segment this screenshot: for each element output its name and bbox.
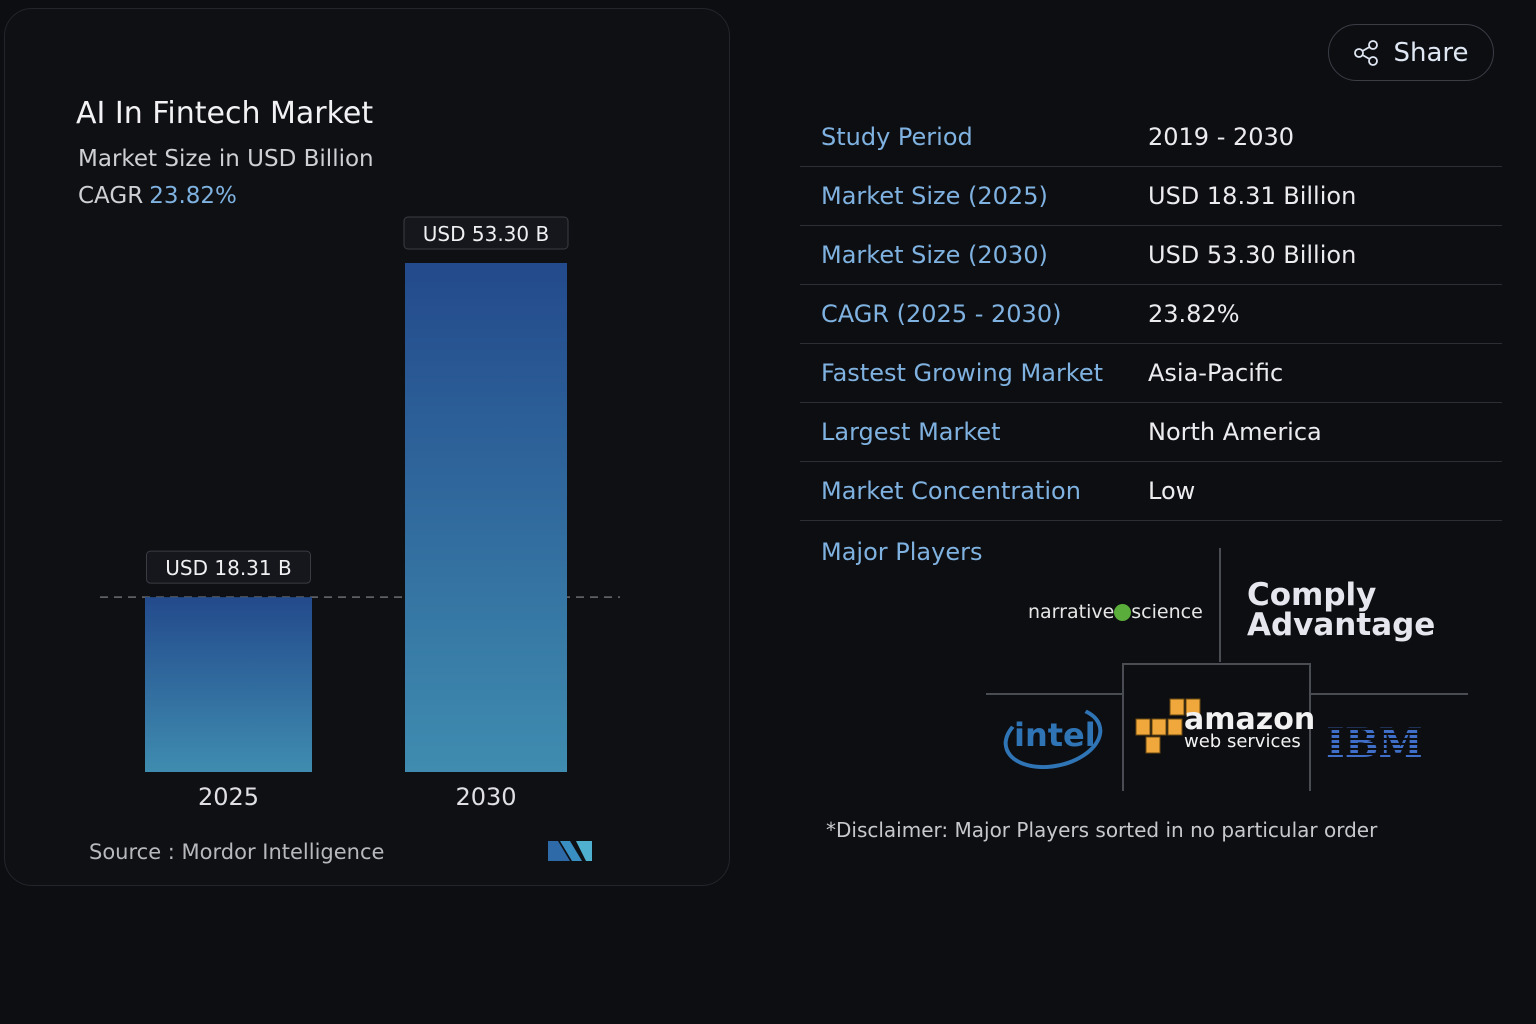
fact-label: Market Size (2025) <box>800 166 1148 226</box>
logo-aws-text: amazon web services <box>1184 702 1316 753</box>
fact-row: Study Period 2019 - 2030 <box>800 108 1502 167</box>
facts-table: Study Period 2019 - 2030 Market Size (2025… <box>800 108 1502 521</box>
fact-value: USD 18.31 Billion <box>1148 166 1502 226</box>
market-card <box>4 8 730 886</box>
fact-row: Market Size (2025) USD 18.31 Billion <box>800 166 1502 226</box>
logo-intel-text: intel <box>1014 716 1096 754</box>
bar-2030 <box>405 263 567 772</box>
x-tick-label: 2030 <box>455 783 516 811</box>
fact-value: USD 53.30 Billion <box>1148 225 1502 285</box>
fact-row: Fastest Growing Market Asia-Pacific <box>800 343 1502 403</box>
share-icon <box>1354 39 1379 66</box>
cagr-summary: CAGR 23.82% <box>78 183 237 209</box>
fact-row: CAGR (2025 - 2030) 23.82% <box>800 284 1502 344</box>
divider <box>1309 663 1311 791</box>
disclaimer: *Disclaimer: Major Players sorted in no … <box>826 818 1378 842</box>
fact-value: 2019 - 2030 <box>1148 108 1502 167</box>
fact-label: Largest Market <box>800 402 1148 462</box>
x-tick-label: 2025 <box>198 783 259 811</box>
fact-row: Market Size (2030) USD 53.30 Billion <box>800 225 1502 285</box>
data-label-box <box>146 550 311 584</box>
fact-label: Fastest Growing Market <box>800 343 1148 403</box>
divider <box>986 693 1123 695</box>
fact-label: Market Concentration <box>800 461 1148 521</box>
divider <box>1122 663 1310 665</box>
bar-chart: USD 18.31 B 2025 USD 53.30 B 2030 <box>100 216 620 811</box>
logo-ibm: IBM <box>1326 720 1423 767</box>
fact-row: Market Concentration Low <box>800 461 1502 521</box>
data-label: USD 53.30 B <box>423 222 549 246</box>
logo-comply-advantage: Comply Advantage <box>1247 577 1436 643</box>
share-label: Share <box>1393 37 1469 68</box>
fact-label: CAGR (2025 - 2030) <box>800 284 1148 344</box>
logo-aws-boxes <box>1135 698 1201 754</box>
cagr-value: 23.82% <box>149 183 237 209</box>
data-label-box <box>403 216 569 250</box>
share-button[interactable]: Share <box>1328 24 1494 81</box>
chart-subtitle: Market Size in USD Billion <box>78 146 374 172</box>
fact-value: Asia-Pacific <box>1148 343 1502 403</box>
fact-label: Market Size (2030) <box>800 225 1148 285</box>
logo-narrative-science: narrative science <box>1028 601 1203 623</box>
fact-value: North America <box>1148 402 1502 462</box>
major-players-label: Major Players <box>821 538 983 566</box>
bar-2025 <box>145 597 312 772</box>
chart-title: AI In Fintech Market <box>76 96 374 131</box>
cagr-label: CAGR <box>78 183 144 209</box>
divider <box>1122 663 1124 791</box>
fact-label: Study Period <box>800 108 1148 167</box>
divider <box>1310 693 1468 695</box>
fact-value: 23.82% <box>1148 284 1502 344</box>
fact-value: Low <box>1148 461 1502 521</box>
mordor-logo <box>548 841 592 861</box>
data-label: USD 18.31 B <box>165 556 291 580</box>
divider <box>1219 548 1221 662</box>
source-text: Source : Mordor Intelligence <box>89 840 385 864</box>
fact-row: Largest Market North America <box>800 402 1502 462</box>
